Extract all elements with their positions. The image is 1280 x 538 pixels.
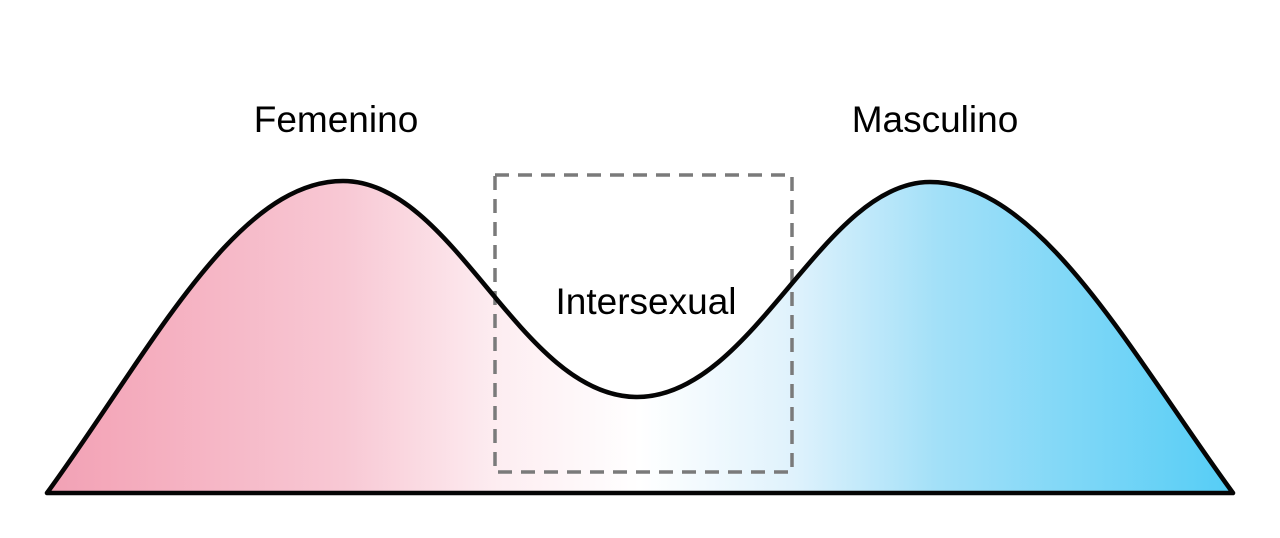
- intersex-label: Intersexual: [556, 281, 737, 322]
- intersex-dashed-box: [493, 173, 794, 474]
- female-label: Femenino: [254, 99, 419, 140]
- distribution-curve-fill: [47, 181, 1233, 493]
- male-label: Masculino: [852, 99, 1019, 140]
- distribution-curve-outline: [44, 178, 1236, 496]
